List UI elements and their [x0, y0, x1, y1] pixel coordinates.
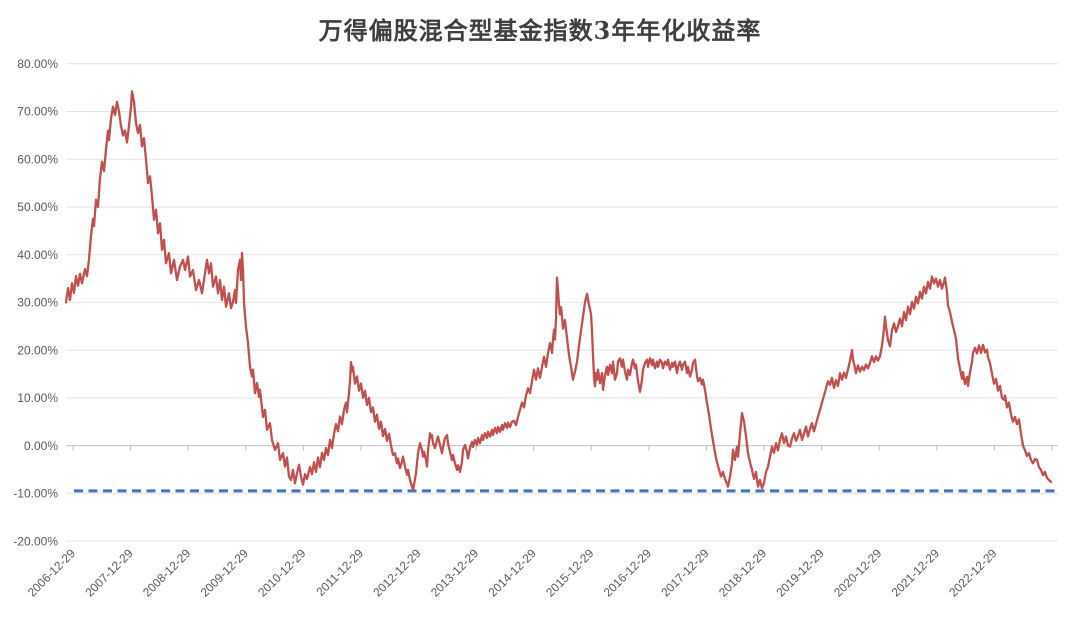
y-tick-label: 50.00% [17, 200, 58, 214]
y-axis-labels: 80.00% 70.00% 60.00% 50.00% 40.00% 30.00% 20.0… [13, 57, 58, 548]
x-axis-labels: 2006-12-29 2007-12-29 2008-12-29 2009-12-29… [25, 546, 1000, 600]
x-tick-label: 2022-12-29 [946, 546, 1000, 600]
x-tick-label: 2020-12-29 [831, 546, 885, 600]
y-tick-label: 70.00% [17, 105, 58, 119]
x-tick-label: 2010-12-29 [255, 546, 309, 600]
y-tick-label: -20.00% [13, 534, 58, 548]
x-tick-label: 2012-12-29 [370, 546, 424, 600]
x-tick-label: 2021-12-29 [889, 546, 943, 600]
x-tick-label: 2007-12-29 [82, 546, 136, 600]
x-axis-ticks [72, 445, 1053, 451]
x-tick-label: 2019-12-29 [773, 546, 827, 600]
y-gridlines [66, 63, 1058, 542]
x-tick-label: 2017-12-29 [658, 546, 712, 600]
x-tick-label: 2006-12-29 [25, 546, 79, 600]
x-tick-label: 2008-12-29 [140, 546, 194, 600]
x-tick-label: 2016-12-29 [601, 546, 655, 600]
y-tick-label: 20.00% [17, 343, 58, 357]
x-tick-label: 2011-12-29 [313, 546, 366, 599]
y-tick-label: 0.00% [24, 439, 58, 453]
y-tick-label: 60.00% [17, 152, 58, 166]
x-tick-label: 2015-12-29 [543, 546, 597, 600]
x-tick-label: 2009-12-29 [198, 546, 252, 600]
y-tick-label: 30.00% [17, 296, 58, 310]
chart-title: 万得偏股混合型基金指数3年年化收益率 [318, 16, 762, 45]
y-tick-label: 80.00% [17, 57, 58, 71]
y-tick-label: 40.00% [17, 248, 58, 262]
y-tick-label: 10.00% [17, 391, 58, 405]
x-tick-label: 2018-12-29 [716, 546, 770, 600]
y-tick-label: -10.00% [13, 487, 58, 501]
x-tick-label: 2014-12-29 [486, 546, 540, 600]
series-line [64, 90, 1053, 492]
x-tick-label: 2013-12-29 [428, 546, 482, 600]
